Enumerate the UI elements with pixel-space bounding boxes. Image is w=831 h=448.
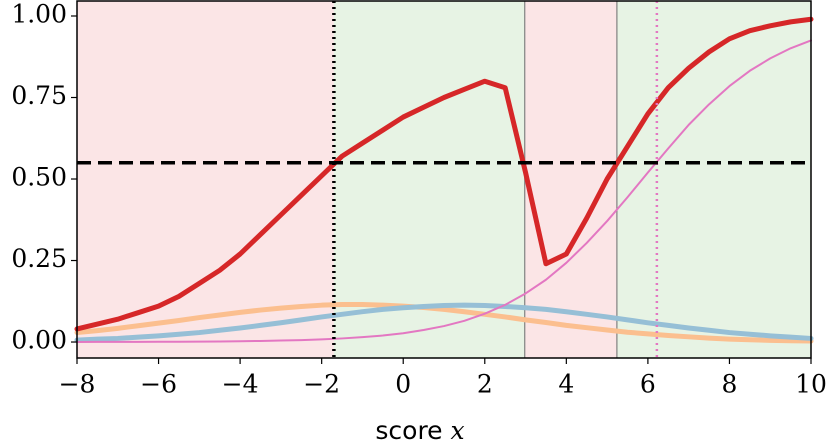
- x-tick-label: 4: [558, 370, 574, 399]
- series-line: [76, 39, 812, 343]
- series-line: [74, 16, 814, 332]
- x-tick-label: 0: [395, 370, 411, 399]
- x-tick-label: −6: [140, 370, 177, 399]
- y-tick-label: 0.00: [11, 326, 67, 355]
- y-tick-label: 0.50: [11, 163, 67, 192]
- region: [524, 1, 617, 358]
- x-tick-label: −4: [222, 370, 259, 399]
- x-tick-label: 6: [640, 370, 656, 399]
- series-line: [74, 302, 814, 343]
- series-line: [74, 302, 814, 344]
- region: [77, 1, 334, 358]
- y-tick-label: 0.75: [11, 81, 67, 110]
- x-tick-label: 10: [795, 370, 827, 399]
- y-tick-label: 1.00: [11, 0, 67, 28]
- x-tick-label: 2: [477, 370, 493, 399]
- region: [333, 1, 525, 358]
- x-axis-label: score x: [375, 416, 464, 446]
- y-tick-label: 0.25: [11, 244, 67, 273]
- region: [616, 1, 811, 358]
- x-tick-label: −8: [59, 370, 96, 399]
- x-tick-label: −2: [303, 370, 340, 399]
- x-label-text: score: [375, 416, 442, 445]
- x-label-symbol: x: [451, 416, 465, 445]
- x-tick-label: 8: [721, 370, 737, 399]
